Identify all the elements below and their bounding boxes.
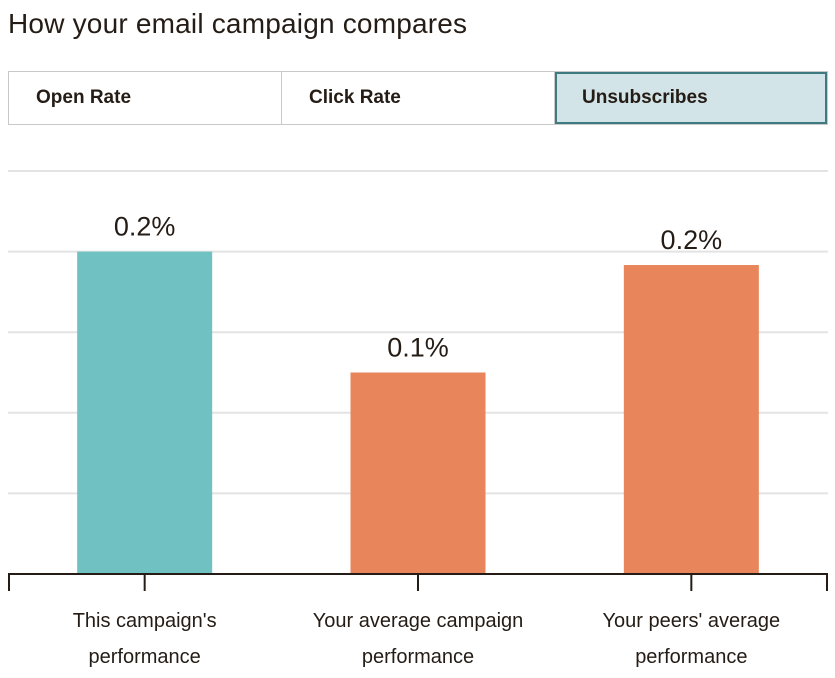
category-label: performance bbox=[635, 646, 747, 668]
category-label: Your average campaign bbox=[313, 610, 524, 632]
tab-unsubscribes[interactable]: Unsubscribes bbox=[555, 72, 827, 124]
category-label: performance bbox=[89, 646, 201, 668]
bar bbox=[77, 251, 213, 574]
bar-value-label: 0.2% bbox=[114, 212, 176, 242]
page-title: How your email campaign compares bbox=[8, 8, 468, 39]
category-label: This campaign's bbox=[73, 610, 217, 632]
tab-click-rate[interactable]: Click Rate bbox=[282, 72, 555, 124]
category-label: Your peers' average bbox=[603, 610, 781, 632]
bar bbox=[350, 372, 486, 574]
category-label: performance bbox=[362, 646, 474, 668]
bar-value-label: 0.1% bbox=[387, 333, 449, 363]
metric-tabs: Open Rate Click Rate Unsubscribes bbox=[8, 71, 828, 125]
comparison-bar-chart: 0.2% This campaign's performance 0.1% Your a… bbox=[8, 170, 828, 668]
bar bbox=[623, 265, 759, 574]
bar-value-label: 0.2% bbox=[661, 225, 723, 255]
tab-open-rate[interactable]: Open Rate bbox=[9, 72, 282, 124]
